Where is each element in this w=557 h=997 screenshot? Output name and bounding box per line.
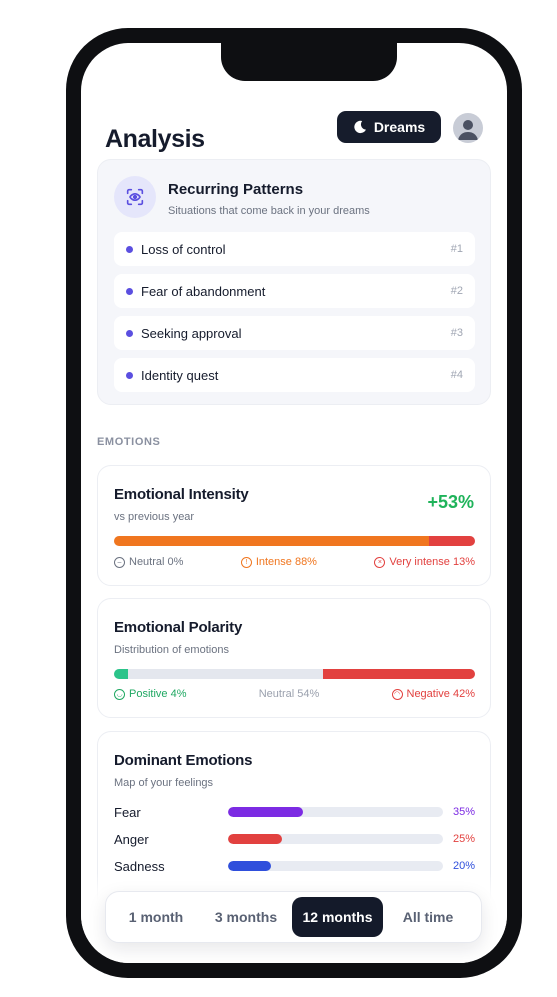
bullet-dot [126, 329, 133, 337]
legend-polarity-neutral-label: Neutral 54% [258, 688, 320, 700]
emotional-polarity-card: Emotional Polarity Distribution of emoti… [97, 598, 491, 718]
pattern-item[interactable]: Loss of control #1 [114, 232, 475, 266]
user-icon [458, 120, 478, 140]
pattern-item[interactable]: Fear of abandonment #2 [114, 274, 475, 308]
polarity-positive-segment [114, 669, 129, 679]
moon-icon [354, 120, 366, 134]
pattern-rank: #1 [450, 243, 463, 255]
emotion-name: Sadness [114, 858, 165, 874]
neutral-face-icon: – [114, 556, 125, 568]
polarity-bar [114, 669, 475, 679]
pattern-rank: #2 [450, 285, 463, 297]
emotion-percent: 20% [452, 860, 475, 872]
pattern-item[interactable]: Identity quest #4 [114, 358, 475, 392]
emotion-track [228, 834, 443, 844]
emotion-track [228, 807, 443, 817]
bullet-dot [126, 245, 133, 253]
pattern-rank: #4 [450, 369, 463, 381]
emotion-track [228, 861, 443, 871]
phone-frame: Analysis Dreams Recurring Patterns [66, 28, 522, 978]
phone-notch [221, 43, 397, 81]
legend-positive-label: Positive 4% [129, 688, 187, 700]
pattern-rank: #3 [450, 327, 463, 339]
pattern-label: Seeking approval [141, 325, 242, 341]
smile-face-icon: ◡ [114, 688, 125, 700]
legend-neutral-label: Neutral 0% [129, 556, 184, 568]
range-12-months[interactable]: 12 months [292, 897, 383, 937]
emotion-fill [228, 834, 282, 844]
dreams-button-label: Dreams [373, 119, 426, 135]
legend-negative: ◠ Negative 42% [391, 688, 476, 700]
app-screen: Analysis Dreams Recurring Patterns [81, 43, 507, 963]
intensity-bar [114, 536, 475, 546]
emotion-name: Anger [114, 831, 149, 847]
pattern-label: Fear of abandonment [141, 283, 266, 299]
page-title: Analysis [105, 125, 205, 153]
sad-face-icon: ◠ [391, 688, 403, 700]
legend-intense-label: Intense 88% [255, 556, 317, 568]
polarity-legend: ◡ Positive 4% Neutral 54% ◠ Negative 42% [114, 688, 475, 700]
legend-positive: ◡ Positive 4% [114, 688, 186, 700]
recurring-patterns-card: Recurring Patterns Situations that come … [97, 159, 491, 405]
eye-scan-icon [114, 176, 156, 218]
range-3-months[interactable]: 3 months [214, 909, 278, 925]
emotion-row: Anger 25% [114, 831, 475, 847]
patterns-title: Recurring Patterns [168, 181, 304, 198]
legend-polarity-neutral: Neutral 54% [259, 688, 320, 700]
intensity-intense-segment [114, 536, 429, 546]
polarity-subtitle: Distribution of emotions [114, 644, 229, 656]
range-1-month[interactable]: 1 month [128, 909, 184, 925]
legend-intense: ! Intense 88% [240, 556, 317, 568]
emotion-percent: 25% [452, 833, 475, 845]
range-all-time[interactable]: All time [402, 909, 454, 925]
legend-very-intense-label: Very intense 13% [389, 556, 475, 568]
patterns-subtitle: Situations that come back in your dreams [168, 205, 370, 217]
emotion-fill [228, 807, 304, 817]
bullet-dot [126, 287, 133, 295]
avatar[interactable] [453, 113, 483, 143]
intensity-legend: – Neutral 0% ! Intense 88% × Very intens… [114, 556, 475, 568]
emotion-row: Sadness 20% [114, 858, 475, 874]
legend-negative-label: Negative 42% [406, 688, 476, 700]
emotion-row: Fear 35% [114, 804, 475, 820]
bullet-dot [126, 371, 133, 379]
emotion-percent: 35% [452, 806, 475, 818]
polarity-title: Emotional Polarity [114, 619, 243, 636]
time-range-selector: 1 month 3 months 12 months All time [105, 891, 482, 943]
intensity-very-intense-segment [428, 536, 475, 546]
polarity-neutral-segment [128, 669, 324, 679]
emotion-fill [228, 861, 271, 871]
dominant-subtitle: Map of your feelings [114, 777, 214, 789]
legend-very-intense: × Very intense 13% [374, 556, 475, 568]
intensity-delta: +53% [427, 492, 474, 512]
emotional-intensity-card: Emotional Intensity vs previous year +53… [97, 465, 491, 586]
polarity-negative-segment [323, 669, 475, 679]
pattern-item[interactable]: Seeking approval #3 [114, 316, 475, 350]
pattern-label: Loss of control [141, 241, 226, 257]
legend-neutral: – Neutral 0% [114, 556, 183, 568]
dominant-title: Dominant Emotions [114, 752, 253, 769]
intensity-subtitle: vs previous year [114, 511, 195, 523]
emotion-name: Fear [114, 804, 141, 820]
alert-face-icon: ! [240, 556, 252, 568]
pattern-label: Identity quest [141, 367, 219, 383]
emotions-section-label: EMOTIONS [97, 436, 161, 448]
dreams-button[interactable]: Dreams [337, 111, 441, 143]
intensity-title: Emotional Intensity [114, 486, 249, 503]
frown-face-icon: × [374, 556, 386, 568]
